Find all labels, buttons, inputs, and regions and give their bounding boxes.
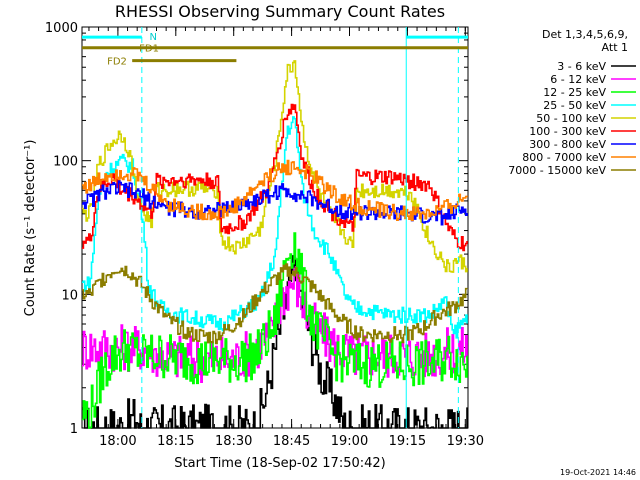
legend-label-8: 7000 - 15000 keV: [508, 164, 606, 177]
plot-frame: [81, 26, 469, 429]
legend-label-1: 6 - 12 keV: [550, 73, 606, 86]
plot-area: 1 10 100 1000 18:00 18:15 18:30 18:45 19:00 19:15…: [45, 21, 484, 449]
timestamp-footer: 19-Oct-2021 14:46: [560, 468, 636, 477]
series-line-5: [82, 103, 468, 252]
x-tick-label: 19:30: [447, 434, 484, 449]
y-axis-label: Count Rate (s⁻¹ detector⁻¹): [23, 140, 38, 317]
legend-label-5: 100 - 300 keV: [529, 125, 606, 138]
legend-label-4: 50 - 100 keV: [536, 112, 606, 125]
series-line-4: [82, 60, 468, 273]
y-tick-label: 100: [53, 155, 78, 170]
series-line-3: [82, 116, 468, 339]
x-tick-label: 19:00: [331, 434, 368, 449]
legend-label-2: 12 - 25 keV: [543, 86, 606, 99]
x-tick-label: 18:30: [215, 434, 252, 449]
legend-header-line-2: Att 1: [602, 41, 628, 54]
y-tick-label: 1: [70, 422, 78, 437]
series-line-8: [82, 263, 468, 345]
fd2-flag-label: FD2: [107, 57, 127, 68]
x-tick-label: 18:15: [157, 434, 194, 449]
series-line-2: [82, 232, 468, 429]
fd1-flag-label: FD1: [139, 44, 159, 55]
night-flag-label: N: [150, 32, 157, 43]
legend-label-6: 300 - 800 keV: [529, 138, 606, 151]
legend-label-3: 25 - 50 keV: [543, 99, 606, 112]
legend-label-7: 800 - 7000 keV: [522, 151, 606, 164]
chart-title: RHESSI Observing Summary Count Rates: [115, 2, 445, 21]
legend-label-0: 3 - 6 keV: [557, 60, 606, 73]
series-line-7: [82, 159, 468, 222]
y-tick-label: 1000: [45, 21, 78, 36]
x-axis-label: Start Time (18-Sep-02 17:50:42): [174, 456, 385, 471]
legend-header-line-1: Det 1,3,4,5,6,9,: [542, 28, 628, 41]
x-tick-label: 18:00: [99, 434, 136, 449]
y-tick-label: 10: [61, 288, 78, 303]
x-tick-label: 18:45: [273, 434, 310, 449]
x-tick-label: 19:15: [389, 434, 426, 449]
